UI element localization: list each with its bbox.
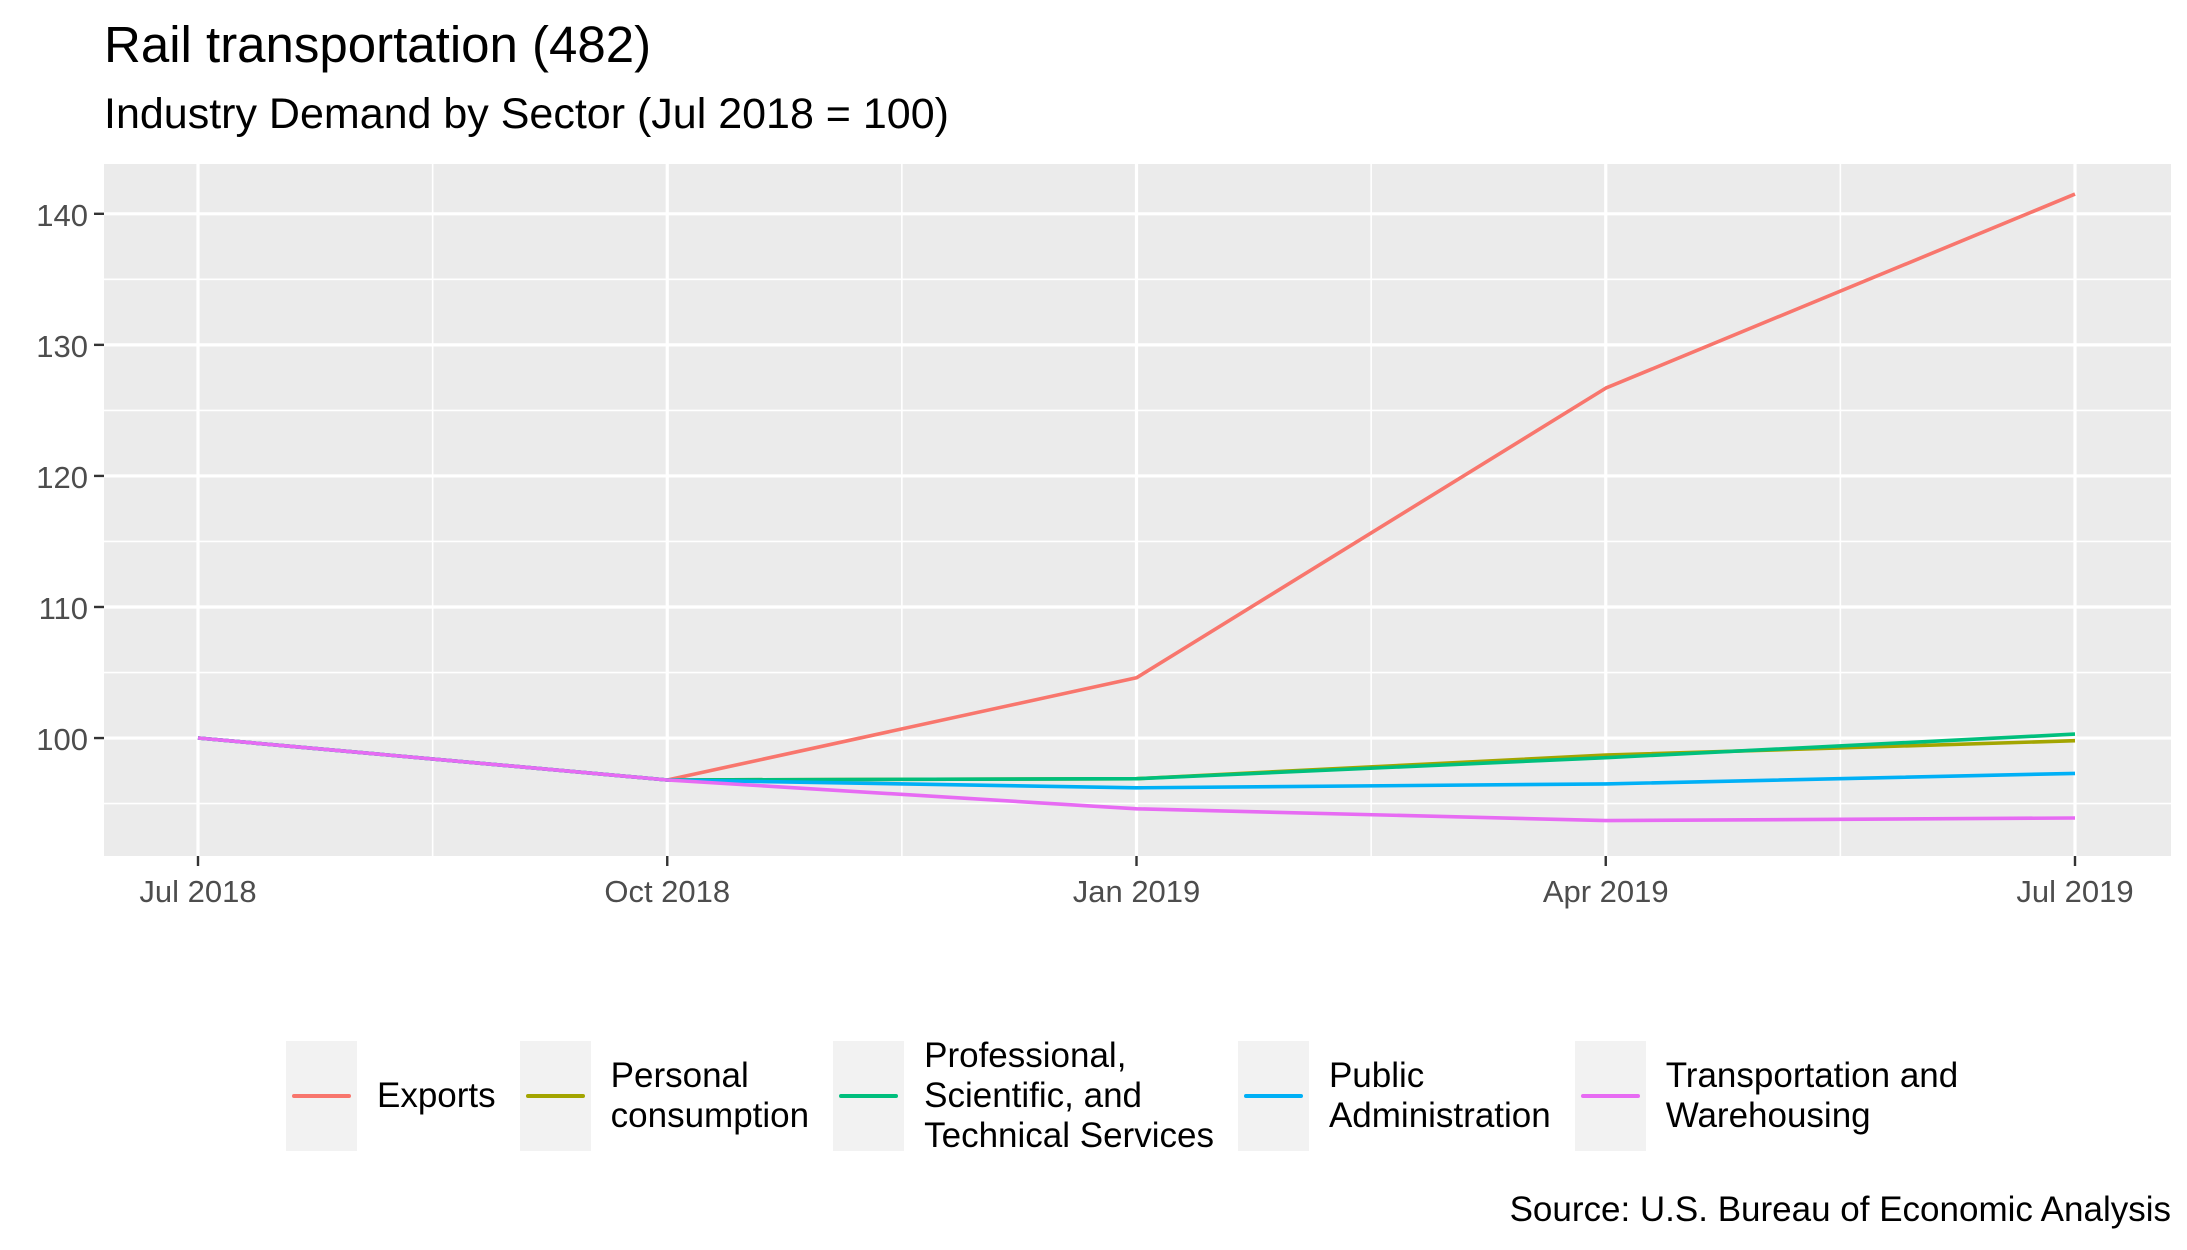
legend-key-line	[839, 1094, 899, 1098]
chart-title: Rail transportation (482)	[104, 16, 652, 73]
legend-label: Exports	[377, 1076, 496, 1115]
y-tick-label: 110	[39, 591, 88, 626]
legend-key-line	[1243, 1094, 1303, 1098]
legend-key-line	[292, 1094, 351, 1098]
legend-item: Transportation and Warehousing	[1574, 1041, 1959, 1151]
legend-item: Exports	[286, 1041, 496, 1151]
legend-key	[833, 1041, 905, 1151]
legend-key	[1574, 1041, 1646, 1151]
x-tick-label: Jul 2019	[2016, 874, 2133, 909]
legend-key-line	[1580, 1094, 1640, 1098]
y-tick-label: 130	[36, 329, 88, 364]
chart-caption: Source: U.S. Bureau of Economic Analysis	[1509, 1190, 2171, 1229]
y-tick-label: 140	[36, 198, 88, 233]
legend-key	[519, 1041, 591, 1151]
x-tick-label: Jul 2018	[139, 874, 256, 909]
chart-plot: 100 110 120 130 140 Jul 2018 Oct 2018 Jan 2019…	[36, 164, 2171, 909]
legend-key-line	[525, 1094, 585, 1098]
x-tick-label: Jan 2019	[1073, 874, 1201, 909]
legend: Exports Personal consumption Professional,…	[286, 1036, 1982, 1156]
y-tick-label: 120	[36, 460, 88, 495]
legend-label: Public Administration	[1328, 1056, 1551, 1135]
y-tick-label: 100	[36, 722, 88, 757]
series-line-4	[197, 736, 2076, 823]
chart-subtitle: Industry Demand by Sector (Jul 2018 = 10…	[104, 90, 949, 138]
y-axis: 100 110 120 130 140	[36, 198, 104, 757]
legend-key	[286, 1041, 357, 1151]
legend-label: Personal consumption	[610, 1056, 810, 1135]
series-lines	[197, 192, 2076, 823]
major-gridlines	[104, 164, 2171, 856]
x-axis: Jul 2018 Oct 2018 Jan 2019 Apr 2019 Jul 2019	[139, 856, 2134, 909]
legend-label: Professional, Scientific, and Technical …	[924, 1036, 1214, 1155]
legend-item: Public Administration	[1237, 1041, 1551, 1151]
legend-item: Personal consumption	[519, 1041, 810, 1151]
legend-label: Transportation and Warehousing	[1665, 1056, 1959, 1135]
x-tick-label: Apr 2019	[1543, 874, 1669, 909]
legend-item: Professional, Scientific, and Technical …	[833, 1036, 1214, 1156]
x-tick-label: Oct 2018	[604, 874, 730, 909]
legend-key	[1237, 1041, 1309, 1151]
